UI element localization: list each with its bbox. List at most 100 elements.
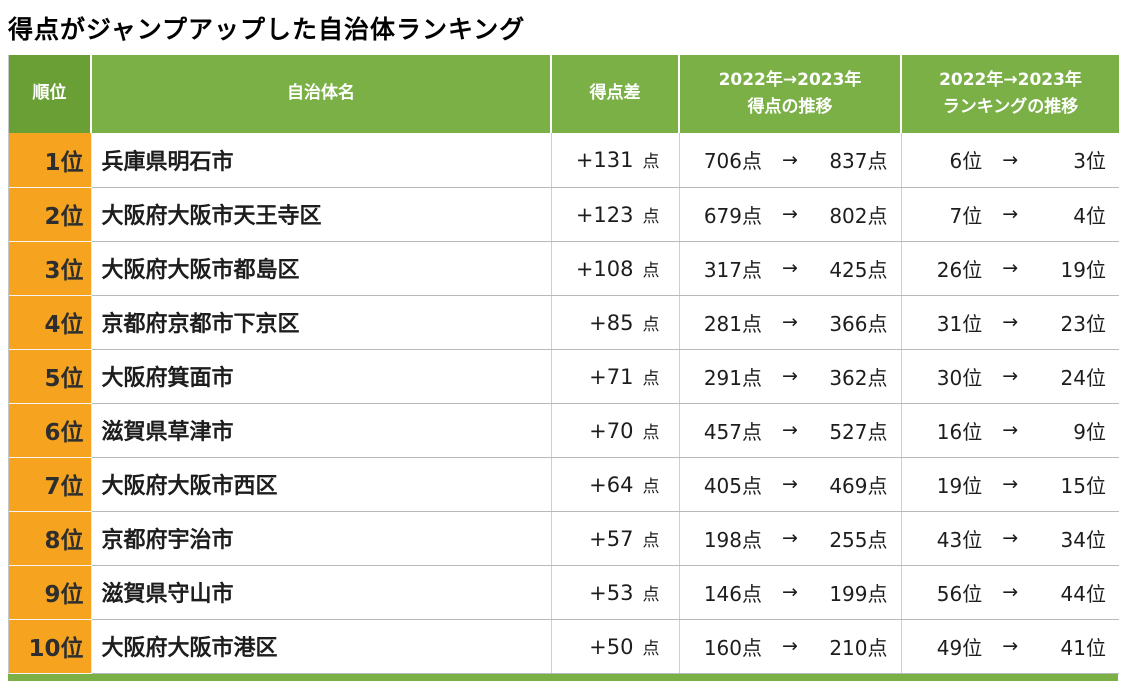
score-from: 160点 <box>703 635 762 660</box>
table-row: 9位 滋賀県守山市 +53 点 146点 → 199点 <box>9 565 1119 620</box>
arrow-right-icon: → <box>1002 581 1019 603</box>
score-diff-unit: 点 <box>642 368 660 389</box>
score-diff-unit: 点 <box>642 584 660 605</box>
score-diff-cell: +123 点 <box>551 187 680 242</box>
municipality-cell: 大阪府大阪市港区 <box>91 619 552 674</box>
rank-cell: 5位 <box>9 349 92 404</box>
municipality-cell: 京都府宇治市 <box>91 511 552 566</box>
header-row: 順位 自治体名 得点差 2022年→2023年 得点の推移 2022年→2023… <box>9 55 1119 133</box>
rank-cell: 8位 <box>9 511 92 566</box>
score-transition-cell: 160点 → 210点 <box>679 619 902 674</box>
score-from: 198点 <box>703 527 762 552</box>
score-diff-value: +53 <box>589 580 634 605</box>
header-score-transition-line1: 2022年→2023年 <box>718 69 862 90</box>
ranking-to: 15位 <box>1060 473 1106 498</box>
score-diff-value: +123 <box>575 202 634 227</box>
score-diff-cell: +53 点 <box>551 565 680 620</box>
arrow-right-icon: → <box>782 257 798 279</box>
ranking-transition-cell: 56位 → 44位 <box>901 565 1119 620</box>
ranking-transition-cell: 7位 → 4位 <box>901 187 1119 242</box>
ranking-transition-cell: 26位 → 19位 <box>901 241 1119 296</box>
score-transition-cell: 405点 → 469点 <box>679 457 902 512</box>
rank-cell: 6位 <box>9 403 92 458</box>
table-row: 3位 大阪府大阪市都島区 +108 点 317点 → 425点 <box>9 241 1119 296</box>
score-diff-unit: 点 <box>642 314 660 335</box>
score-diff-unit: 点 <box>642 530 660 551</box>
table-bottom-bar <box>8 673 1118 681</box>
arrow-right-icon: → <box>782 473 798 495</box>
rank-cell: 9位 <box>9 565 92 620</box>
score-diff-unit: 点 <box>642 206 660 227</box>
rank-cell: 1位 <box>9 133 92 188</box>
score-diff-cell: +85 点 <box>551 295 680 350</box>
table-row: 7位 大阪府大阪市西区 +64 点 405点 → 469点 <box>9 457 1119 512</box>
score-to: 802点 <box>829 203 888 228</box>
score-diff-value: +64 <box>589 472 634 497</box>
ranking-from: 31位 <box>936 311 983 336</box>
score-diff-cell: +131 点 <box>551 133 680 188</box>
score-transition-cell: 679点 → 802点 <box>679 187 902 242</box>
arrow-right-icon: → <box>1002 311 1019 333</box>
arrow-right-icon: → <box>1002 419 1019 441</box>
ranking-from: 19位 <box>936 473 983 498</box>
score-diff-value: +57 <box>589 526 634 551</box>
score-diff-value: +131 <box>575 148 634 173</box>
municipality-cell: 大阪府大阪市天王寺区 <box>91 187 552 242</box>
ranking-to: 41位 <box>1060 635 1106 660</box>
ranking-from: 56位 <box>936 581 983 606</box>
score-to: 837点 <box>829 149 888 174</box>
ranking-table-wrap: 順位 自治体名 得点差 2022年→2023年 得点の推移 2022年→2023… <box>8 55 1119 674</box>
score-transition-cell: 291点 → 362点 <box>679 349 902 404</box>
municipality-cell: 大阪府大阪市都島区 <box>91 241 552 296</box>
ranking-from: 26位 <box>936 257 983 282</box>
ranking-from: 7位 <box>949 203 983 228</box>
table-row: 8位 京都府宇治市 +57 点 198点 → 255点 <box>9 511 1119 566</box>
score-to: 469点 <box>829 473 888 498</box>
municipality-cell: 滋賀県守山市 <box>91 565 552 620</box>
arrow-right-icon: → <box>782 311 798 333</box>
ranking-transition-cell: 30位 → 24位 <box>901 349 1119 404</box>
arrow-right-icon: → <box>782 581 798 603</box>
header-ranking-transition-line1: 2022年→2023年 <box>939 69 1082 90</box>
header-municipality: 自治体名 <box>91 55 552 133</box>
score-from: 679点 <box>703 203 762 228</box>
ranking-from: 6位 <box>949 149 983 174</box>
municipality-cell: 兵庫県明石市 <box>91 133 552 188</box>
header-rank: 順位 <box>9 55 92 133</box>
table-row: 5位 大阪府箕面市 +71 点 291点 → 362点 <box>9 349 1119 404</box>
municipality-cell: 京都府京都市下京区 <box>91 295 552 350</box>
score-diff-value: +108 <box>575 256 634 281</box>
score-to: 255点 <box>829 527 888 552</box>
ranking-to: 9位 <box>1073 419 1106 444</box>
ranking-to: 3位 <box>1073 149 1106 174</box>
score-transition-cell: 198点 → 255点 <box>679 511 902 566</box>
score-diff-value: +85 <box>589 310 634 335</box>
arrow-right-icon: → <box>782 527 798 549</box>
score-transition-cell: 317点 → 425点 <box>679 241 902 296</box>
ranking-to: 4位 <box>1073 203 1106 228</box>
arrow-right-icon: → <box>1002 365 1019 387</box>
arrow-right-icon: → <box>782 148 798 171</box>
score-diff-unit: 点 <box>642 476 660 497</box>
ranking-transition-cell: 49位 → 41位 <box>901 619 1119 674</box>
arrow-right-icon: → <box>782 365 798 387</box>
score-to: 366点 <box>829 311 888 336</box>
score-from: 405点 <box>703 473 762 498</box>
score-from: 706点 <box>703 149 762 174</box>
header-score-diff: 得点差 <box>551 55 680 133</box>
score-diff-cell: +64 点 <box>551 457 680 512</box>
score-to: 527点 <box>829 419 888 444</box>
arrow-right-icon: → <box>1002 257 1019 279</box>
score-to: 362点 <box>829 365 888 390</box>
municipality-cell: 滋賀県草津市 <box>91 403 552 458</box>
score-from: 317点 <box>703 257 762 282</box>
score-diff-unit: 点 <box>642 638 660 659</box>
table-row: 2位 大阪府大阪市天王寺区 +123 点 679点 → 802点 <box>9 187 1119 242</box>
ranking-to: 44位 <box>1060 581 1106 606</box>
score-to: 425点 <box>829 257 888 282</box>
score-from: 281点 <box>703 311 762 336</box>
municipality-cell: 大阪府箕面市 <box>91 349 552 404</box>
score-to: 210点 <box>829 635 888 660</box>
arrow-right-icon: → <box>1002 148 1019 171</box>
score-diff-cell: +57 点 <box>551 511 680 566</box>
